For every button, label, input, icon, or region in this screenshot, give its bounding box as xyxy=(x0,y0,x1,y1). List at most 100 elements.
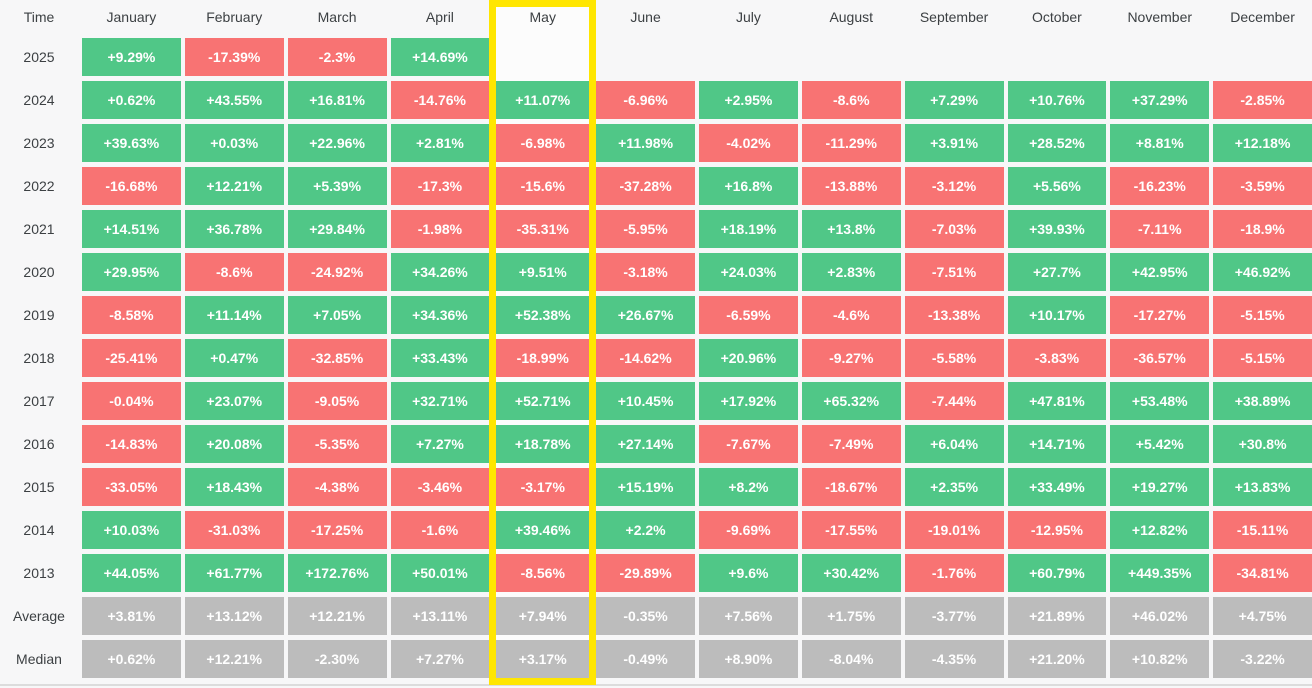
cell-2017-may: +52.71% xyxy=(496,382,590,420)
cell-median-march: -2.30% xyxy=(287,640,387,678)
cell-median-november: +10.82% xyxy=(1110,640,1210,678)
cell-median-april: +7.27% xyxy=(390,640,490,678)
cell-2025-april: +14.69% xyxy=(390,38,490,76)
cell-median-january: +0.62% xyxy=(82,640,181,678)
cell-2013-december: -34.81% xyxy=(1213,554,1312,592)
cell-2022-february: +12.21% xyxy=(184,167,284,205)
cell-2024-october: +10.76% xyxy=(1007,81,1107,119)
cell-2025-december xyxy=(1213,38,1312,76)
cell-2022-august: -13.88% xyxy=(801,167,901,205)
cell-2014-february: -31.03% xyxy=(184,511,284,549)
cell-2022-november: -16.23% xyxy=(1110,167,1210,205)
cell-2015-december: +13.83% xyxy=(1213,468,1312,506)
cell-2022-october: +5.56% xyxy=(1007,167,1107,205)
row-label-2013: 2013 xyxy=(23,565,55,581)
row-label-2018: 2018 xyxy=(23,350,55,366)
cell-2015-september: +2.35% xyxy=(904,468,1004,506)
cell-2020-june: -3.18% xyxy=(596,253,695,291)
cell-2025-october xyxy=(1008,38,1107,76)
cell-2019-february: +11.14% xyxy=(184,296,284,334)
cell-2023-june: +11.98% xyxy=(596,124,695,162)
cell-2014-august: -17.55% xyxy=(801,511,901,549)
cell-2016-april: +7.27% xyxy=(390,425,490,463)
cell-2025-march: -2.3% xyxy=(287,38,387,76)
cell-2021-june: -5.95% xyxy=(596,210,695,248)
cell-2020-november: +42.95% xyxy=(1110,253,1210,291)
cell-2020-january: +29.95% xyxy=(82,253,181,291)
cell-2021-february: +36.78% xyxy=(184,210,284,248)
cell-2014-june: +2.2% xyxy=(596,511,695,549)
cell-2013-march: +172.76% xyxy=(287,554,387,592)
cell-average-october: +21.89% xyxy=(1007,597,1107,635)
corner-label: Time xyxy=(23,8,55,25)
column-header-june: June xyxy=(630,8,661,25)
cell-2013-february: +61.77% xyxy=(184,554,284,592)
cell-2023-april: +2.81% xyxy=(390,124,490,162)
column-header-april: April xyxy=(425,8,454,25)
cell-2017-september: -7.44% xyxy=(904,382,1004,420)
cell-2023-march: +22.96% xyxy=(287,124,387,162)
cell-2014-december: -15.11% xyxy=(1213,511,1312,549)
row-label-2024: 2024 xyxy=(23,92,55,108)
cell-2017-december: +38.89% xyxy=(1213,382,1312,420)
cell-2015-february: +18.43% xyxy=(184,468,284,506)
cell-2018-may: -18.99% xyxy=(496,339,590,377)
cell-2017-january: -0.04% xyxy=(82,382,181,420)
cell-2018-december: -5.15% xyxy=(1213,339,1312,377)
cell-2018-october: -3.83% xyxy=(1007,339,1107,377)
cell-2020-august: +2.83% xyxy=(801,253,901,291)
cell-2017-march: -9.05% xyxy=(287,382,387,420)
column-header-january: January xyxy=(106,8,157,25)
cell-2021-september: -7.03% xyxy=(904,210,1004,248)
column-header-october: October xyxy=(1032,8,1082,25)
cell-2014-october: -12.95% xyxy=(1007,511,1107,549)
cell-2019-october: +10.17% xyxy=(1007,296,1107,334)
cell-median-june: -0.49% xyxy=(596,640,695,678)
cell-2018-july: +20.96% xyxy=(699,339,798,377)
cell-2019-march: +7.05% xyxy=(287,296,387,334)
cell-median-july: +8.90% xyxy=(699,640,798,678)
cell-2018-november: -36.57% xyxy=(1110,339,1210,377)
cell-2023-november: +8.81% xyxy=(1110,124,1210,162)
cell-2015-july: +8.2% xyxy=(699,468,798,506)
cell-2013-june: -29.89% xyxy=(596,554,695,592)
cell-2021-july: +18.19% xyxy=(699,210,798,248)
cell-2021-october: +39.93% xyxy=(1007,210,1107,248)
cell-2017-july: +17.92% xyxy=(699,382,798,420)
column-header-december: December xyxy=(1230,8,1295,25)
cell-2020-may: +9.51% xyxy=(496,253,590,291)
cell-2019-august: -4.6% xyxy=(801,296,901,334)
cell-2016-march: -5.35% xyxy=(287,425,387,463)
cell-2025-june xyxy=(596,38,695,76)
cell-2021-august: +13.8% xyxy=(801,210,901,248)
cell-2020-october: +27.7% xyxy=(1007,253,1107,291)
cell-2023-september: +3.91% xyxy=(904,124,1004,162)
cell-2015-august: -18.67% xyxy=(801,468,901,506)
row-label-2023: 2023 xyxy=(23,135,55,151)
cell-2023-december: +12.18% xyxy=(1213,124,1312,162)
cell-2021-march: +29.84% xyxy=(287,210,387,248)
cell-2020-april: +34.26% xyxy=(390,253,490,291)
row-label-2014: 2014 xyxy=(23,522,55,538)
row-label-median: Median xyxy=(16,651,62,667)
cell-2013-october: +60.79% xyxy=(1007,554,1107,592)
cell-2016-december: +30.8% xyxy=(1213,425,1312,463)
cell-2019-june: +26.67% xyxy=(596,296,695,334)
cell-2013-september: -1.76% xyxy=(904,554,1004,592)
cell-2022-june: -37.28% xyxy=(596,167,695,205)
cell-2025-september xyxy=(905,38,1004,76)
cell-2015-may: -3.17% xyxy=(496,468,590,506)
cell-average-march: +12.21% xyxy=(287,597,387,635)
cell-2025-may xyxy=(496,38,589,76)
cell-2017-november: +53.48% xyxy=(1110,382,1210,420)
cell-2020-july: +24.03% xyxy=(699,253,798,291)
row-label-2019: 2019 xyxy=(23,307,55,323)
cell-2013-july: +9.6% xyxy=(699,554,798,592)
row-label-2017: 2017 xyxy=(23,393,55,409)
cell-2024-february: +43.55% xyxy=(184,81,284,119)
cell-2014-may: +39.46% xyxy=(496,511,590,549)
cell-2021-december: -18.9% xyxy=(1213,210,1312,248)
cell-2013-may: -8.56% xyxy=(496,554,590,592)
cell-median-october: +21.20% xyxy=(1007,640,1107,678)
cell-2014-november: +12.82% xyxy=(1110,511,1210,549)
